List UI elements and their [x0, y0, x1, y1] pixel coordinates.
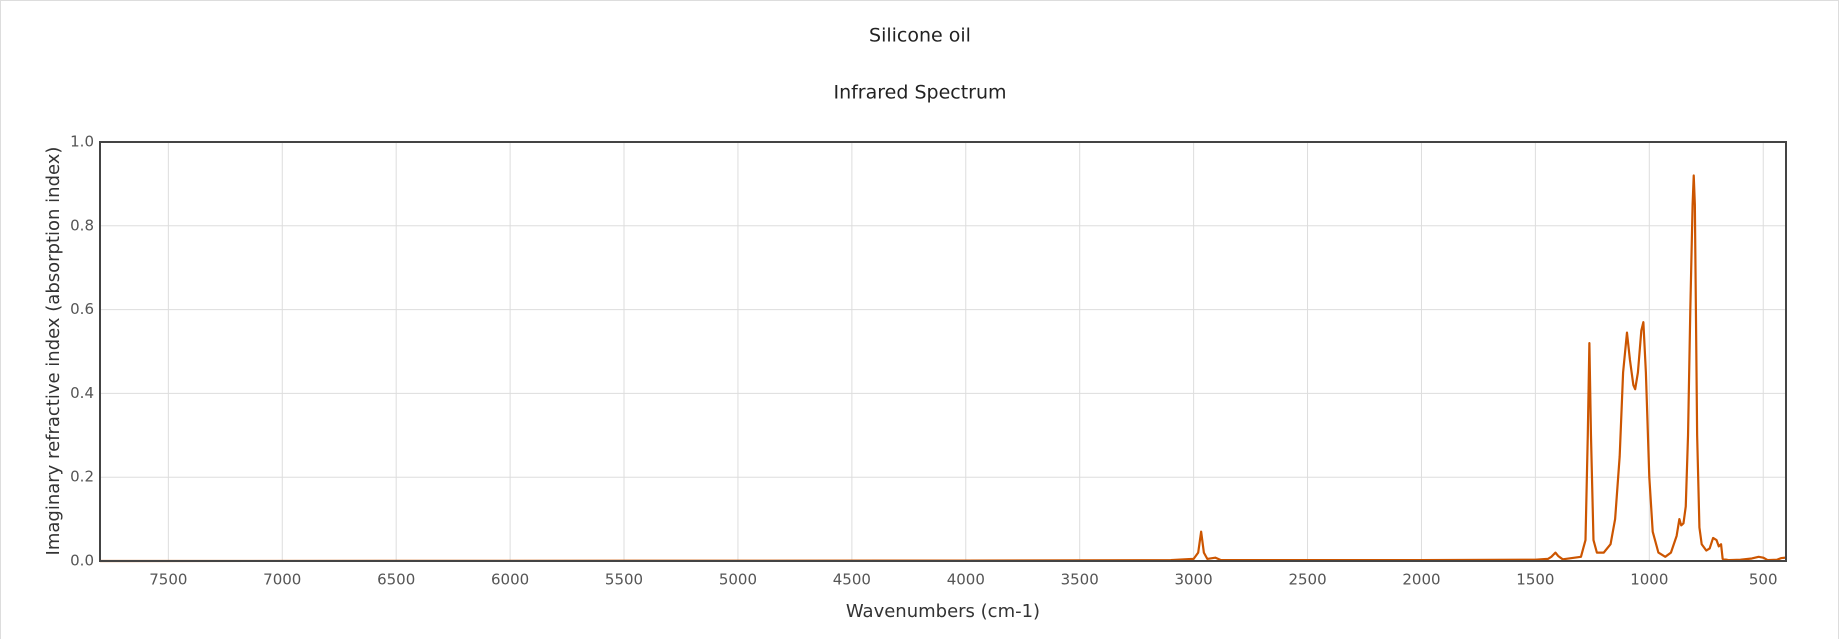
x-tick-label: 4000	[947, 571, 985, 589]
y-tick-label: 1.0	[70, 133, 94, 151]
x-tick-label: 7500	[149, 571, 187, 589]
x-tick-label: 5500	[605, 571, 643, 589]
x-tick-label: 7000	[263, 571, 301, 589]
y-tick-label: 0.8	[70, 216, 94, 234]
x-tick-label: 3500	[1061, 571, 1099, 589]
chart-subtitle: Infrared Spectrum	[833, 82, 1006, 104]
x-tick-label: 5000	[719, 571, 757, 589]
x-tick-label: 2500	[1288, 571, 1326, 589]
y-tick-label: 0.2	[70, 468, 94, 486]
x-tick-label: 4500	[833, 571, 871, 589]
x-tick-label: 6500	[377, 571, 415, 589]
y-tick-label: 0.6	[70, 300, 94, 318]
x-tick-label: 500	[1749, 571, 1778, 589]
plot-border	[99, 141, 1787, 562]
x-axis-title: Wavenumbers (cm-1)	[846, 601, 1040, 622]
y-tick-label: 0.4	[70, 384, 94, 402]
x-tick-label: 2000	[1402, 571, 1440, 589]
x-tick-label: 6000	[491, 571, 529, 589]
spectrum-line	[99, 174, 1787, 563]
y-axis-title: Imaginary refractive index (absorption i…	[43, 147, 64, 556]
x-tick-label: 3000	[1175, 571, 1213, 589]
chart-title: Silicone oil	[869, 25, 971, 47]
x-tick-label: 1500	[1516, 571, 1554, 589]
x-tick-label: 1000	[1630, 571, 1668, 589]
y-tick-label: 0.0	[70, 552, 94, 570]
